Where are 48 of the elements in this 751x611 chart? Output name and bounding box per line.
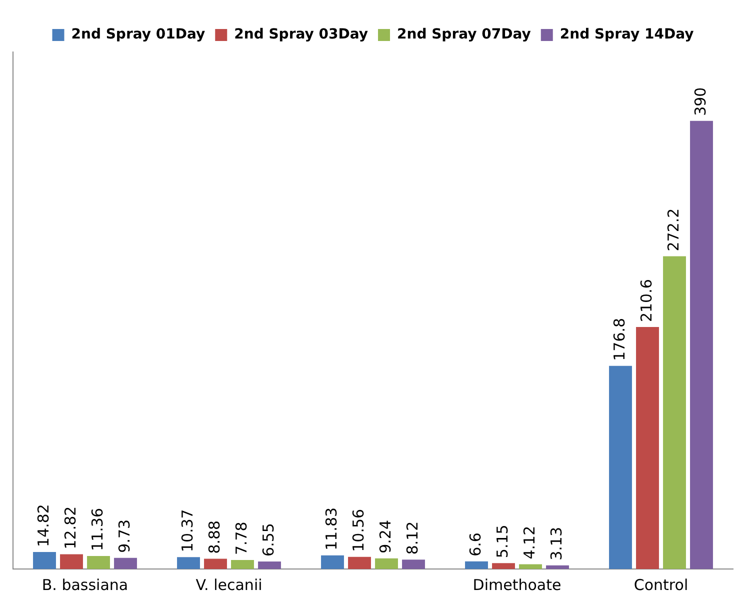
x-tick-label: V. lecanii — [196, 576, 262, 594]
data-label: 10.56 — [349, 508, 368, 552]
data-label: 10.37 — [178, 509, 196, 552]
data-label: 4.12 — [520, 526, 538, 560]
data-label: 3.13 — [547, 527, 566, 560]
bar — [663, 256, 686, 569]
bar — [258, 561, 281, 569]
data-label: 390 — [691, 87, 710, 116]
bar — [609, 366, 632, 569]
bar — [87, 556, 110, 569]
bar — [177, 557, 200, 569]
data-label: 12.82 — [61, 506, 80, 550]
data-label: 11.83 — [322, 507, 340, 550]
data-label: 5.15 — [493, 524, 512, 558]
bar — [321, 555, 344, 569]
bar — [375, 558, 398, 569]
data-label: 6.55 — [259, 523, 278, 556]
data-label: 7.78 — [232, 522, 250, 556]
bar — [33, 552, 56, 569]
bar — [204, 558, 227, 569]
data-label: 8.88 — [205, 520, 224, 554]
x-tick-label: Control — [634, 576, 688, 594]
legend-label: 2nd Spray 03Day — [234, 26, 368, 43]
bar — [465, 561, 488, 569]
legend-label: 2nd Spray 14Day — [560, 26, 694, 43]
data-label: 9.24 — [376, 520, 394, 554]
x-tick-label: Dimethoate — [472, 576, 562, 594]
x-tick-label: B. bassiana — [42, 576, 128, 594]
bar — [492, 563, 515, 569]
bar — [348, 556, 371, 569]
bar — [519, 564, 542, 569]
data-label: 14.82 — [34, 504, 52, 547]
data-label: 272.2 — [664, 208, 682, 252]
legend-label: 2nd Spray 07Day — [397, 26, 531, 43]
bar — [636, 327, 659, 569]
bar — [231, 560, 254, 569]
bar — [114, 558, 137, 569]
bar — [690, 120, 713, 569]
data-label: 210.6 — [637, 279, 656, 322]
bar — [402, 560, 425, 569]
data-label: 9.73 — [115, 519, 134, 553]
data-label: 11.36 — [88, 508, 106, 551]
legend-label: 2nd Spray 01Day — [71, 26, 206, 43]
bar — [546, 565, 569, 569]
data-label: 8.12 — [403, 521, 422, 555]
data-label: 176.8 — [610, 318, 628, 361]
data-label: 6.6 — [466, 532, 484, 556]
bar — [60, 554, 83, 569]
